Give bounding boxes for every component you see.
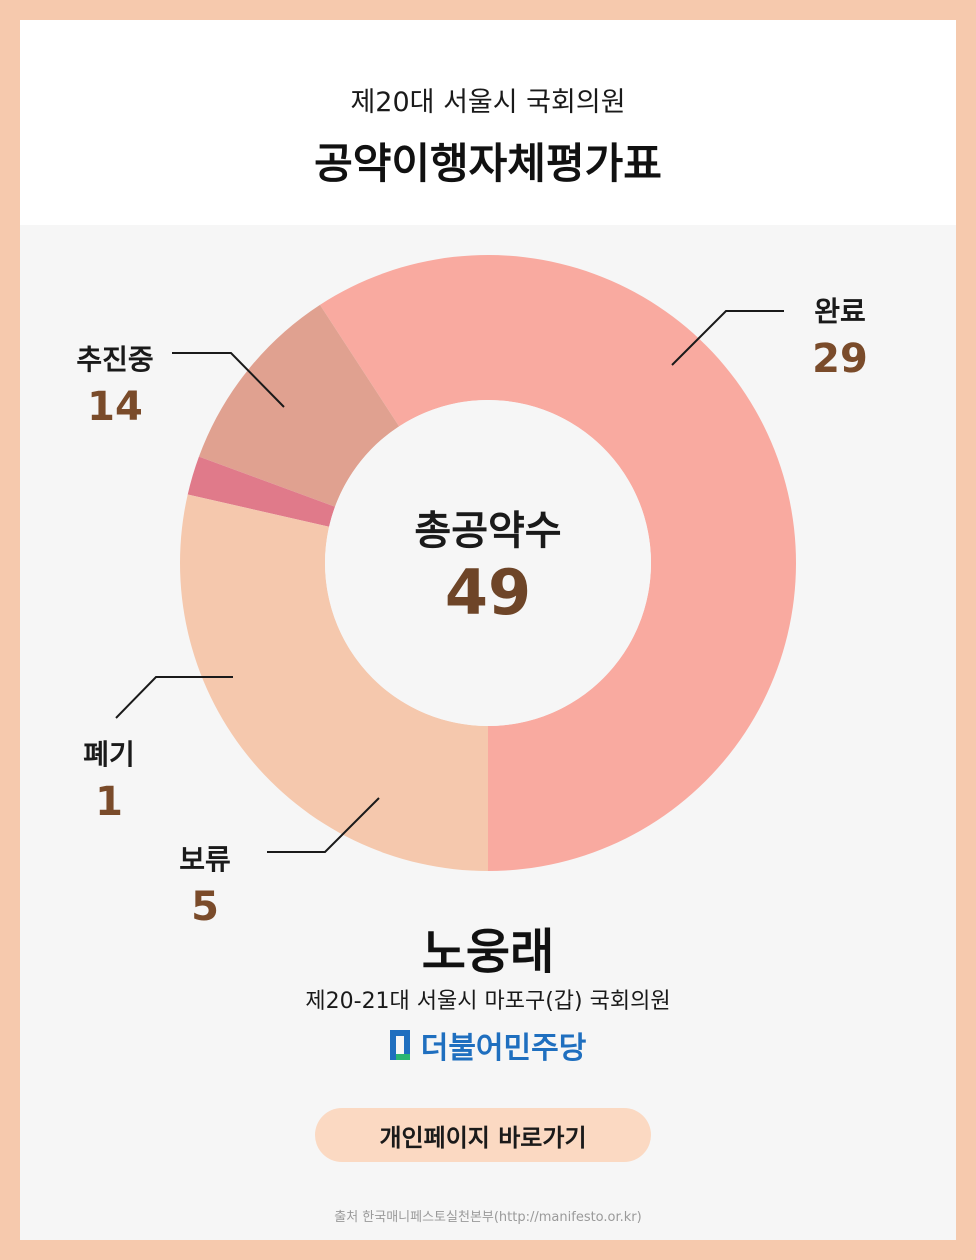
- party-name: 더불어민주당: [420, 1031, 587, 1066]
- legislator-role: 제20-21대 서울시 마포구(갑) 국회의원: [305, 989, 671, 1014]
- leader-line-complete: [671, 310, 784, 366]
- slice-label: 폐기: [83, 738, 135, 771]
- donut-hole: [325, 400, 651, 726]
- header: 제20대 서울시 국회의원 공약이행자체평가표: [20, 20, 956, 225]
- slice-value: 5: [191, 884, 219, 930]
- slice-label: 보류: [179, 843, 231, 876]
- donut-chart: [115, 254, 796, 871]
- donut-slice-in-progress: [179, 494, 488, 871]
- slice-label: 완료: [814, 295, 866, 328]
- page-subtitle: 제20대 서울시 국회의원: [350, 87, 626, 118]
- donut-slice-complete: [319, 254, 796, 871]
- slice-value: 14: [87, 384, 143, 430]
- donut-slice-discard: [187, 456, 336, 527]
- page-title: 공약이행자체평가표: [314, 139, 662, 188]
- evaluation-card: 제20대 서울시 국회의원 공약이행자체평가표 완료 29 보류 5 폐기 1 …: [20, 20, 956, 1240]
- donut-center-value: 49: [444, 556, 532, 629]
- donut-slice-hold: [198, 304, 400, 507]
- party-logo-icon: [389, 1030, 410, 1060]
- label-in-progress: 추진중 14: [55, 338, 175, 430]
- slice-value: 1: [95, 779, 123, 825]
- leader-line-discard: [115, 676, 233, 719]
- label-complete: 완료 29: [790, 290, 890, 382]
- slice-value: 29: [812, 336, 868, 382]
- donut-center-label: 총공약수: [414, 508, 562, 554]
- label-discard: 폐기 1: [59, 733, 159, 825]
- source-credit: 출처 한국매니페스토실천본부(http://manifesto.or.kr): [334, 1210, 642, 1225]
- leader-line-in-progress: [172, 352, 285, 408]
- legislator-name: 노웅래: [421, 924, 555, 980]
- personal-page-button[interactable]: 개인페이지 바로가기: [315, 1108, 651, 1162]
- label-hold: 보류 5: [155, 838, 255, 930]
- party-badge: 더불어민주당: [20, 1023, 956, 1067]
- leader-line-hold: [267, 797, 380, 853]
- slice-label: 추진중: [76, 343, 154, 376]
